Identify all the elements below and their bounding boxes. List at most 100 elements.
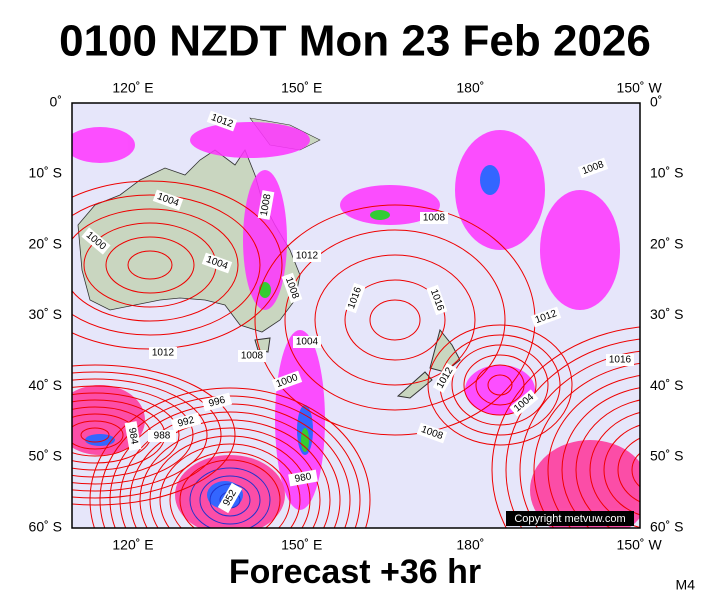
isobar-label-box [281,272,303,304]
model-label: M4 [676,577,696,593]
isobar-label-text: 984 [126,427,140,446]
isobar-label: 980 [288,469,318,487]
copyright: Copyright metvuw.com [514,513,625,525]
isobar-label-box [170,412,202,432]
isobar [169,451,291,528]
isobar [159,443,301,528]
isobar [129,419,331,528]
isobar [139,427,321,528]
lat-label-left: 20˚ S [29,235,62,251]
isobar-label-text: 1008 [241,351,264,362]
isobar-label-box [509,389,539,417]
isobar-label-text: 988 [154,431,171,442]
lat-label-left: 60˚ S [29,519,62,535]
isobar-label-box [148,430,176,442]
isobar-label: 992 [170,412,202,432]
lat-label-left: 50˚ S [29,448,62,464]
isobar [127,250,173,280]
isobar-label-box [206,110,238,132]
isobar [72,194,261,336]
isobar [284,229,506,411]
isobar-label: 984 [124,421,142,451]
isobar [199,475,261,525]
isobar-label-text: 1016 [609,355,632,366]
isobar [519,350,640,528]
lat-label-right: 20˚ S [650,235,683,251]
isobar [105,236,195,294]
isobar [547,375,640,528]
lat-label-right: 60˚ S [650,519,683,535]
isobar [589,412,640,528]
isobar-label-text: 1008 [423,213,446,224]
copyright-box [506,511,634,526]
lat-label-left: 10˚ S [29,165,62,181]
isobar-label-box [217,482,243,514]
isobar [189,467,271,528]
isobar-label-box [149,347,177,359]
isobar-label: 1008 [257,190,275,220]
isobar [72,392,180,478]
isobar-label-box [288,469,318,487]
isobar [505,338,640,528]
isobar-label-box [271,370,303,392]
isobar-label-box [416,422,448,444]
isobar [99,395,361,528]
title: 0100 NZDT Mon 23 Feb 2026 [59,17,651,66]
isobar [369,299,421,341]
map-frame [71,102,641,529]
isobar [463,354,537,416]
isobar-label: 1012 [293,250,321,262]
isobar [119,411,341,528]
isobar-label-box [257,190,275,220]
lon-label-bottom: 120˚ E [112,537,153,553]
isobar-label-box [201,392,233,412]
isobar-label-box [293,336,321,348]
isobar-label-box [420,212,448,224]
isobar [179,459,281,528]
isobar [72,420,124,450]
isobar [72,371,222,499]
isobar-label: 1008 [420,212,448,224]
lon-label-top: 180˚ [456,80,484,96]
isobar [344,279,446,361]
isobar [561,387,640,528]
lon-label-bottom: 150˚ W [617,537,663,553]
isobar-label-box [344,282,366,314]
isobar [314,254,476,386]
isobar-label-text: 980 [294,471,313,485]
isobar [72,208,239,322]
lon-label-top: 120˚ E [112,80,153,96]
isobar-label-box [530,306,562,328]
lat-label-left: 40˚ S [29,377,62,393]
isobar [631,452,640,488]
isobar-label: 988 [148,430,176,442]
lat-label-right: 0˚ [650,94,662,110]
lat-label-right: 50˚ S [650,448,683,464]
isobar [427,324,573,446]
isobar-label-box [81,227,111,255]
isobar-label: 1016 [606,354,634,366]
lat-label-right: 40˚ S [650,377,683,393]
isobar-label-box [432,362,458,394]
isobar-label-text: 996 [208,395,227,410]
isobar-label: 996 [201,392,233,412]
isobar-label-box [293,250,321,262]
lat-label-right: 10˚ S [650,165,683,181]
isobar [209,483,251,517]
lon-label-bottom: 180˚ [456,537,484,553]
isobar [72,378,208,492]
isobar-label-box [426,284,448,316]
isobar-label-box [152,189,184,211]
isobar [72,364,236,506]
lon-label-top: 150˚ E [281,80,322,96]
isobar [487,374,513,396]
isobar [533,362,640,528]
isobar [89,387,371,528]
lat-label-right: 30˚ S [650,306,683,322]
isobar-label-text: 1012 [152,348,175,359]
isobar [491,326,640,528]
isobar-label: 1012 [149,347,177,359]
isobar [80,427,110,443]
lon-label-top: 150˚ W [617,80,663,96]
